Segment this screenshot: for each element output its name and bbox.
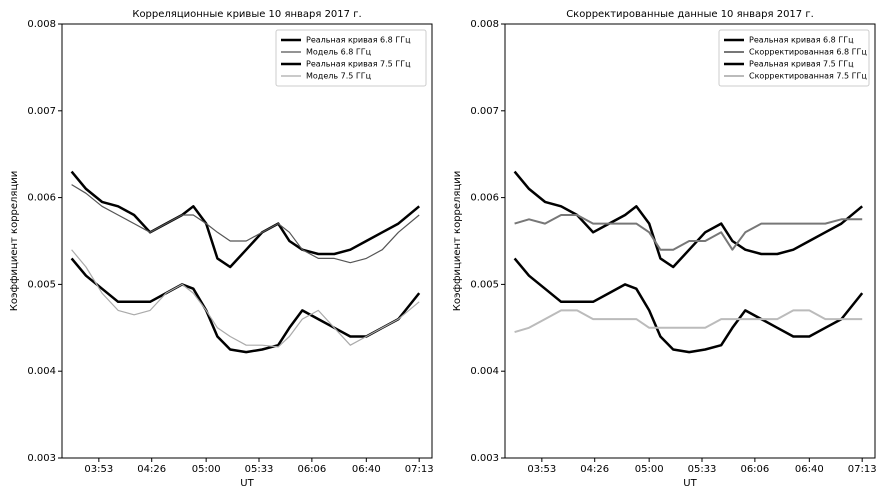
series-line (513, 257, 864, 354)
series-line (71, 249, 420, 348)
legend-label: Модель 7.5 ГГц (306, 72, 372, 81)
y-tick-label: 0.005 (27, 279, 56, 290)
x-tick-label: 07:13 (848, 464, 877, 475)
legend: Реальная кривая 6.8 ГГц Скорректированная… (718, 29, 870, 87)
x-tick-label: 06:06 (740, 464, 769, 475)
x-tick-label: 05:00 (192, 464, 221, 475)
series-line (513, 170, 863, 269)
y-tick-label: 0.007 (470, 106, 499, 117)
y-tick-label: 0.008 (27, 19, 56, 30)
x-tick-label: 05:00 (635, 464, 664, 475)
chart-title: Скорректированные данные 10 января 2017 … (566, 9, 814, 20)
y-tick-label: 0.004 (27, 366, 56, 377)
legend-label: Модель 6.8 ГГц (306, 48, 372, 57)
legend-label: Реальная кривая 6.8 ГГц (749, 36, 854, 45)
legend: Реальная кривая 6.8 ГГц Модель 6.8 ГГц Реа… (275, 29, 427, 87)
x-axis-label: UT (683, 478, 697, 489)
series-line (71, 184, 420, 264)
y-tick-label: 0.003 (27, 453, 56, 464)
series-line (514, 309, 863, 334)
series-line (70, 257, 421, 354)
x-tick-label: 03:53 (84, 464, 113, 475)
legend-label: Скорректированная 6.8 ГГц (749, 48, 867, 57)
x-tick-label: 06:40 (352, 464, 381, 475)
series-line (514, 214, 863, 251)
x-tick-label: 07:13 (405, 464, 434, 475)
plot-frame (61, 23, 433, 459)
legend-label: Реальная кривая 7.5 ГГц (306, 60, 411, 69)
y-tick-label: 0.008 (470, 19, 499, 30)
legend-label: Реальная кривая 6.8 ГГц (306, 36, 411, 45)
y-tick-label: 0.007 (27, 106, 56, 117)
x-tick-label: 04:26 (137, 464, 166, 475)
x-tick-label: 03:53 (527, 464, 556, 475)
y-tick-label: 0.003 (470, 453, 499, 464)
x-tick-label: 06:06 (297, 464, 326, 475)
y-axis-label: Коэффициент корреляции (9, 171, 20, 312)
legend-label: Скорректированная 7.5 ГГц (749, 72, 867, 81)
legend-box (718, 29, 870, 87)
y-tick-label: 0.004 (470, 366, 499, 377)
legend-box (275, 29, 427, 87)
legend-label: Реальная кривая 7.5 ГГц (749, 60, 854, 69)
x-tick-label: 05:33 (245, 464, 274, 475)
y-tick-label: 0.006 (27, 193, 56, 204)
y-tick-label: 0.005 (470, 279, 499, 290)
x-tick-label: 04:26 (580, 464, 609, 475)
chart-title: Корреляционные кривые 10 января 2017 г. (132, 9, 361, 20)
x-tick-label: 05:33 (688, 464, 717, 475)
plot-frame (504, 23, 876, 459)
x-tick-label: 06:40 (795, 464, 824, 475)
y-axis-label: Коэффициент корреляции (452, 171, 463, 312)
x-axis-label: UT (240, 478, 254, 489)
series-line (70, 170, 420, 269)
y-tick-label: 0.006 (470, 193, 499, 204)
